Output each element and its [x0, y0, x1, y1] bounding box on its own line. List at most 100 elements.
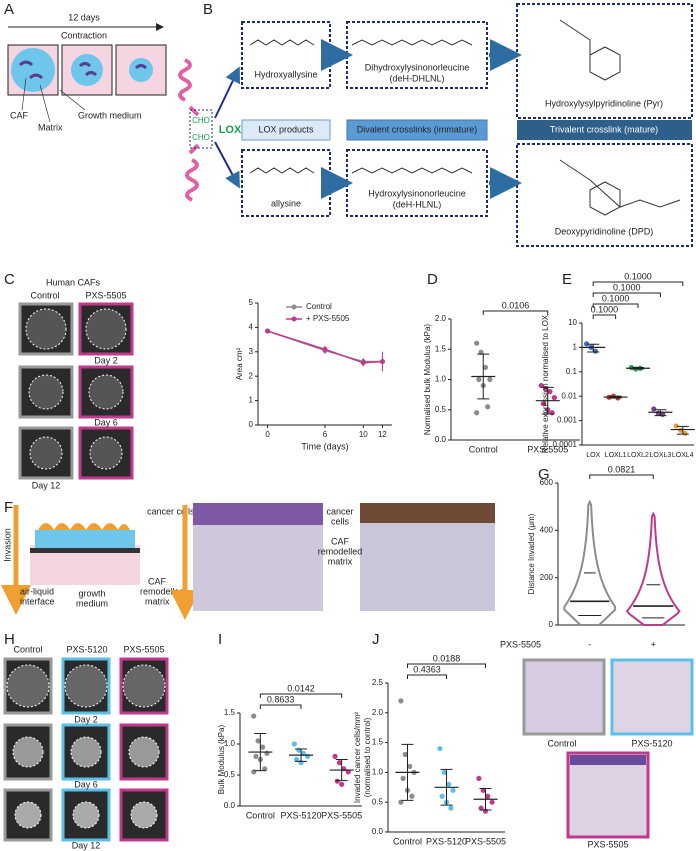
error-bar — [587, 343, 600, 353]
x-tick-label: LOXL2 — [627, 452, 649, 459]
label: CAF — [331, 536, 350, 546]
condition: PXS-5120 — [631, 738, 672, 748]
matrix — [35, 530, 135, 548]
panel-label: A — [4, 1, 14, 18]
y-tick-label: 2 — [249, 371, 254, 380]
stage: LOX products — [258, 124, 314, 134]
point — [446, 781, 452, 787]
point — [448, 805, 454, 811]
y-axis-label: Normalised bulk Modulus (kPa) — [423, 324, 432, 435]
gel — [70, 736, 102, 768]
structure-box — [241, 149, 331, 217]
y-axis-label: Area cm² — [235, 347, 244, 380]
point — [291, 741, 297, 747]
point — [682, 430, 688, 436]
gel — [12, 736, 44, 768]
point — [255, 738, 261, 744]
x-axis-label: PXS-5505 — [500, 639, 541, 649]
point — [551, 395, 557, 401]
process: Contraction — [61, 30, 107, 40]
error-bar — [401, 743, 414, 801]
point — [584, 341, 590, 347]
y-tick-label: 3 — [249, 347, 254, 356]
compound: Hydroxylysinonorleucine — [368, 188, 466, 198]
significance-bracket — [592, 314, 617, 319]
error-bar — [295, 748, 307, 762]
y-tick-label: 2.5 — [372, 678, 384, 687]
point — [651, 406, 657, 412]
structure-box — [346, 21, 488, 89]
y-tick-label: 0.0 — [224, 801, 236, 810]
gel — [89, 436, 123, 470]
y-tick-label: 0 — [549, 620, 554, 629]
y-tick-label: 1 — [573, 343, 578, 352]
gel — [6, 664, 50, 708]
collagen — [178, 58, 200, 202]
direction: Invasion — [2, 528, 12, 562]
point — [407, 763, 413, 770]
structure-box — [516, 3, 693, 119]
y-tick-label: 1.5 — [435, 344, 447, 353]
label: interface — [20, 596, 55, 606]
violin — [563, 499, 617, 626]
gel — [122, 664, 166, 708]
significance-bracket — [592, 281, 684, 286]
structure — [351, 39, 473, 46]
point — [262, 766, 268, 772]
micrograph-layer — [570, 755, 646, 765]
label: medium — [76, 598, 108, 608]
y-axis-label: Distance Invaded (μm) — [527, 513, 536, 594]
point — [339, 781, 345, 787]
point — [251, 713, 257, 719]
structure — [249, 39, 315, 46]
label: growth — [78, 588, 105, 598]
significance-bracket — [407, 674, 447, 679]
point — [487, 376, 493, 383]
point — [673, 423, 679, 429]
point — [482, 364, 489, 370]
point — [253, 753, 259, 760]
point — [540, 401, 546, 407]
condition: Control — [30, 290, 59, 300]
significance-bracket — [259, 704, 302, 709]
condition: Control — [13, 644, 42, 654]
gel — [14, 801, 42, 829]
y-axis-label: Relative expression normalised to LOX — [541, 314, 550, 453]
legend-label: + PXS-5505 — [306, 314, 350, 323]
y-tick-label: 10 — [568, 318, 577, 327]
point — [336, 760, 343, 766]
y-axis-label: Bulk Modulus (kPa) — [217, 724, 226, 794]
y-tick-label: 0.0 — [372, 827, 384, 836]
condition: PXS-5505 — [587, 839, 628, 849]
structure-box — [516, 143, 693, 247]
point — [265, 328, 271, 334]
structure-box — [241, 21, 331, 89]
micrograph — [566, 751, 650, 839]
label: cancer cells — [147, 506, 195, 516]
enzyme: LOX — [219, 124, 242, 136]
point — [592, 348, 599, 354]
panel-label: I — [218, 631, 222, 648]
p-value: 0.1000 — [591, 304, 619, 314]
point — [485, 404, 491, 410]
gel — [88, 374, 124, 410]
panel-h: Control PXS-5120 PXS-5505 Day 2 Day 6 Da… — [3, 644, 169, 850]
p-value: 0.8633 — [267, 694, 295, 704]
error-bar — [335, 759, 348, 782]
label: remodelled — [140, 586, 185, 596]
y-axis-label: (normalised to control) — [363, 717, 372, 797]
label: cells — [331, 516, 350, 526]
point — [398, 698, 404, 704]
panel-label: C — [4, 271, 15, 288]
error-bar — [479, 787, 492, 811]
error-bar — [609, 395, 622, 399]
y-tick-label: 5 — [249, 298, 254, 307]
cho: CHO — [192, 133, 210, 142]
day: Day 2 — [74, 714, 98, 724]
panel-label: B — [203, 1, 213, 18]
gel — [130, 801, 158, 829]
stage-box — [346, 119, 488, 141]
legend-marker — [291, 304, 297, 310]
matrix-disc — [71, 54, 103, 86]
panel-f: Invasion cancer cells air-liquid interfa… — [1, 503, 495, 620]
